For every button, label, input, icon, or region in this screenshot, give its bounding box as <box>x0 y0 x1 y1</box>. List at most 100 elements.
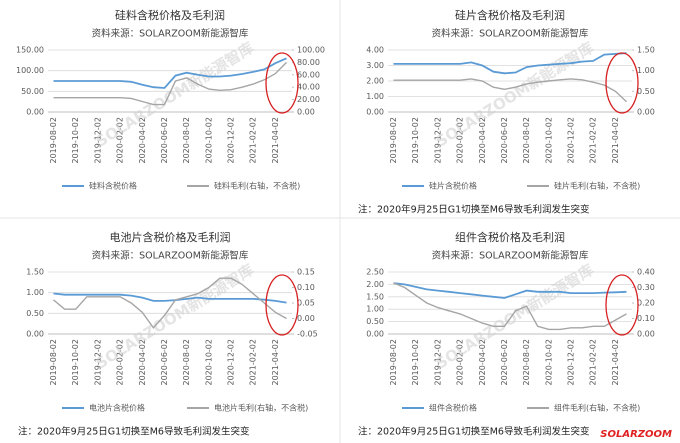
chart-subtitle: 资料来源：SOLARZOOM新能源智库 <box>432 250 589 262</box>
x-tick-label: 2020-10-02 <box>544 339 553 386</box>
y2-tick-label: 0.10 <box>637 314 655 323</box>
y2-tick-label: 0.20 <box>637 299 655 308</box>
x-tick-label: 2020-04-02 <box>138 117 147 164</box>
x-tick-label: 2020-06-02 <box>160 339 169 386</box>
legend-label: 组件毛利(右轴，不含税) <box>554 403 640 413</box>
x-tick-label: 2020-02-02 <box>116 117 125 164</box>
legend-label: 硅料含税价格 <box>89 181 137 191</box>
y-tick-label: 1.00 <box>26 288 44 297</box>
y2-tick-label: 0.50 <box>637 87 655 96</box>
x-tick-label: 2021-04-02 <box>271 339 280 386</box>
y2-tick-label: 1.00 <box>637 66 655 75</box>
x-tick-label: 2019-08-02 <box>389 339 398 386</box>
x-tick-label: 2020-12-02 <box>227 117 236 164</box>
logo: SOLARZOOM <box>600 429 672 440</box>
x-tick-label: 2021-04-02 <box>271 117 280 164</box>
x-tick-label: 2021-04-02 <box>611 117 620 164</box>
series-line <box>53 277 287 329</box>
y-tick-label: 3.00 <box>366 61 384 70</box>
legend-label: 电池片含税价格 <box>89 403 145 413</box>
y-tick-label: 1.50 <box>366 292 384 301</box>
y2-tick-label: 0.40 <box>637 268 655 277</box>
y-tick-label: 1.00 <box>366 305 384 314</box>
x-tick-label: 2020-12-02 <box>227 339 236 386</box>
series-line <box>53 292 287 304</box>
y2-tick-label: 1.50 <box>637 46 655 55</box>
series-line <box>53 57 287 89</box>
series-line <box>393 282 627 299</box>
y-tick-label: 0.50 <box>26 309 44 318</box>
x-tick-label: 2020-04-02 <box>478 117 487 164</box>
y2-tick-label: 0.10 <box>297 283 315 292</box>
y-tick-label: 2.00 <box>366 280 384 289</box>
y-tick-label: 1.00 <box>366 92 384 101</box>
x-tick-label: 2020-10-02 <box>204 117 213 164</box>
y2-tick-label: 0.15 <box>297 268 315 277</box>
x-tick-label: 2021-02-02 <box>249 339 258 386</box>
y-tick-label: 2.00 <box>366 77 384 86</box>
x-tick-label: 2020-08-02 <box>182 117 191 164</box>
x-tick-label: 2020-12-02 <box>567 117 576 164</box>
legend-label: 硅片含税价格 <box>429 181 477 191</box>
x-tick-label: 2020-04-02 <box>478 339 487 386</box>
y2-tick-label: 80.00 <box>297 58 320 67</box>
highlight-circle <box>265 52 299 114</box>
y-tick-label: 4.00 <box>366 46 384 55</box>
series-line <box>393 78 627 103</box>
x-tick-label: 2019-12-02 <box>93 339 102 386</box>
x-tick-label: 2020-08-02 <box>182 339 191 386</box>
y2-tick-label: 0.30 <box>637 283 655 292</box>
legend-label: 电池片毛利(右轴，不含税) <box>214 403 308 413</box>
x-tick-label: 2019-10-02 <box>411 117 420 164</box>
y2-tick-label: 60.00 <box>297 70 320 79</box>
chart-title: 硅料含税价格及毛利润 <box>115 8 225 22</box>
x-tick-label: 2019-12-02 <box>433 339 442 386</box>
y2-tick-label: 0.00 <box>637 108 655 117</box>
x-tick-label: 2020-04-02 <box>138 339 147 386</box>
x-tick-label: 2021-02-02 <box>249 117 258 164</box>
series-line <box>53 61 287 106</box>
x-tick-label: 2019-10-02 <box>71 339 80 386</box>
highlight-circle <box>265 274 299 336</box>
x-tick-label: 2020-12-02 <box>567 339 576 386</box>
y-tick-label: 0.00 <box>366 108 384 117</box>
legend-label: 硅片毛利(右轴，不含税) <box>554 181 640 191</box>
x-tick-label: 2021-02-02 <box>589 339 598 386</box>
y2-tick-label: 40.00 <box>297 83 320 92</box>
y-tick-label: 150.00 <box>16 46 44 55</box>
x-tick-label: 2020-08-02 <box>522 339 531 386</box>
series-line <box>393 52 627 75</box>
x-tick-label: 2020-06-02 <box>500 117 509 164</box>
y-tick-label: 0.00 <box>26 108 44 117</box>
y-tick-label: 2.50 <box>366 268 384 277</box>
y2-tick-label: 20.00 <box>297 95 320 104</box>
y-tick-label: 50.00 <box>21 87 44 96</box>
x-tick-label: 2020-02-02 <box>116 339 125 386</box>
y-tick-label: 0.50 <box>366 317 384 326</box>
x-tick-label: 2020-10-02 <box>204 339 213 386</box>
legend-label: 组件含税价格 <box>429 403 477 413</box>
chart-subtitle: 资料来源：SOLARZOOM新能源智库 <box>432 28 589 40</box>
x-tick-label: 2020-02-02 <box>456 117 465 164</box>
x-tick-label: 2019-12-02 <box>93 117 102 164</box>
y2-tick-label: -0.05 <box>297 330 318 339</box>
series-line <box>393 282 627 331</box>
x-tick-label: 2020-06-02 <box>160 117 169 164</box>
legend-label: 硅料毛利(右轴，不含税) <box>214 181 300 191</box>
highlight-circle <box>605 274 639 336</box>
x-tick-label: 2020-08-02 <box>522 117 531 164</box>
note: 注：2020年9月25日G1切换至M6导致毛利润发生突变 <box>358 426 590 438</box>
x-tick-label: 2020-10-02 <box>544 117 553 164</box>
y-tick-label: 0.00 <box>26 330 44 339</box>
highlight-circle <box>605 52 639 114</box>
x-tick-label: 2020-06-02 <box>500 339 509 386</box>
chart-subtitle: 资料来源：SOLARZOOM新能源智库 <box>92 28 249 40</box>
chart-title: 组件含税价格及毛利润 <box>455 230 565 244</box>
x-tick-label: 2020-02-02 <box>456 339 465 386</box>
x-tick-label: 2019-08-02 <box>389 117 398 164</box>
note: 注：2020年9月25日G1切换至M6导致毛利润发生突变 <box>18 426 250 438</box>
y-tick-label: 1.50 <box>26 268 44 277</box>
y2-tick-label: 0.00 <box>297 314 315 323</box>
x-tick-label: 2019-10-02 <box>411 339 420 386</box>
chart-title: 硅片含税价格及毛利润 <box>455 8 565 22</box>
